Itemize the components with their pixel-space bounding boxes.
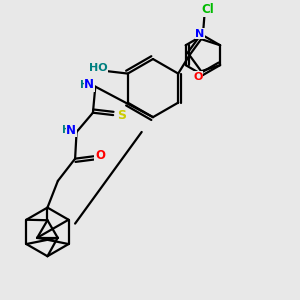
Text: N: N (84, 78, 94, 91)
Text: S: S (117, 109, 126, 122)
Text: N: N (195, 29, 205, 39)
Text: O: O (95, 149, 105, 162)
Text: HO: HO (89, 63, 107, 73)
Text: H: H (80, 80, 88, 90)
Text: N: N (66, 124, 76, 137)
Text: O: O (194, 72, 203, 82)
Text: Cl: Cl (202, 3, 214, 16)
Text: H: H (61, 125, 70, 136)
